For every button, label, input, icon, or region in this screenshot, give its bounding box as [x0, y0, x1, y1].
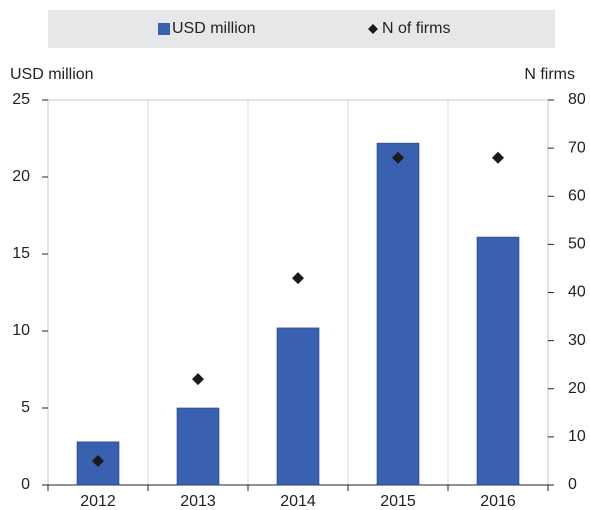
diamond-marker [292, 272, 304, 285]
x-tick-label: 2014 [280, 493, 316, 510]
y2-axis-label: N firms [524, 66, 575, 83]
legend-label: USD million [172, 20, 256, 37]
y-tick-label: 0 [21, 476, 30, 493]
y2-tick-label: 70 [568, 139, 586, 156]
y-tick-label: 20 [12, 168, 30, 185]
legend-swatch [158, 23, 170, 35]
diamond-marker [492, 151, 504, 164]
bar [176, 407, 220, 486]
y2-tick-label: 40 [568, 284, 586, 301]
y-tick-label: 10 [12, 322, 30, 339]
bar [276, 327, 320, 486]
x-tick-label: 2013 [180, 493, 216, 510]
y2-tick-label: 0 [568, 476, 577, 493]
y2-tick-label: 60 [568, 187, 586, 204]
legend-swatch [368, 24, 378, 34]
legend-label: N of firms [382, 20, 450, 37]
bar [376, 142, 420, 486]
y-tick-label: 25 [12, 91, 30, 108]
diamond-marker [92, 454, 104, 467]
y2-tick-label: 80 [568, 91, 586, 108]
bar [76, 441, 120, 486]
bar [476, 236, 520, 486]
x-tick-label: 2015 [380, 493, 416, 510]
y2-tick-label: 20 [568, 380, 586, 397]
x-tick-label: 2012 [80, 493, 116, 510]
y2-tick-label: 30 [568, 332, 586, 349]
y-tick-label: 5 [21, 399, 30, 416]
x-tick-label: 2016 [480, 493, 516, 510]
y2-tick-label: 10 [568, 428, 586, 445]
diamond-marker [392, 151, 404, 164]
y2-tick-label: 50 [568, 236, 586, 253]
y-tick-label: 15 [12, 245, 30, 262]
y-axis-label: USD million [10, 66, 94, 83]
legend-box [48, 10, 555, 48]
diamond-marker [192, 373, 204, 386]
